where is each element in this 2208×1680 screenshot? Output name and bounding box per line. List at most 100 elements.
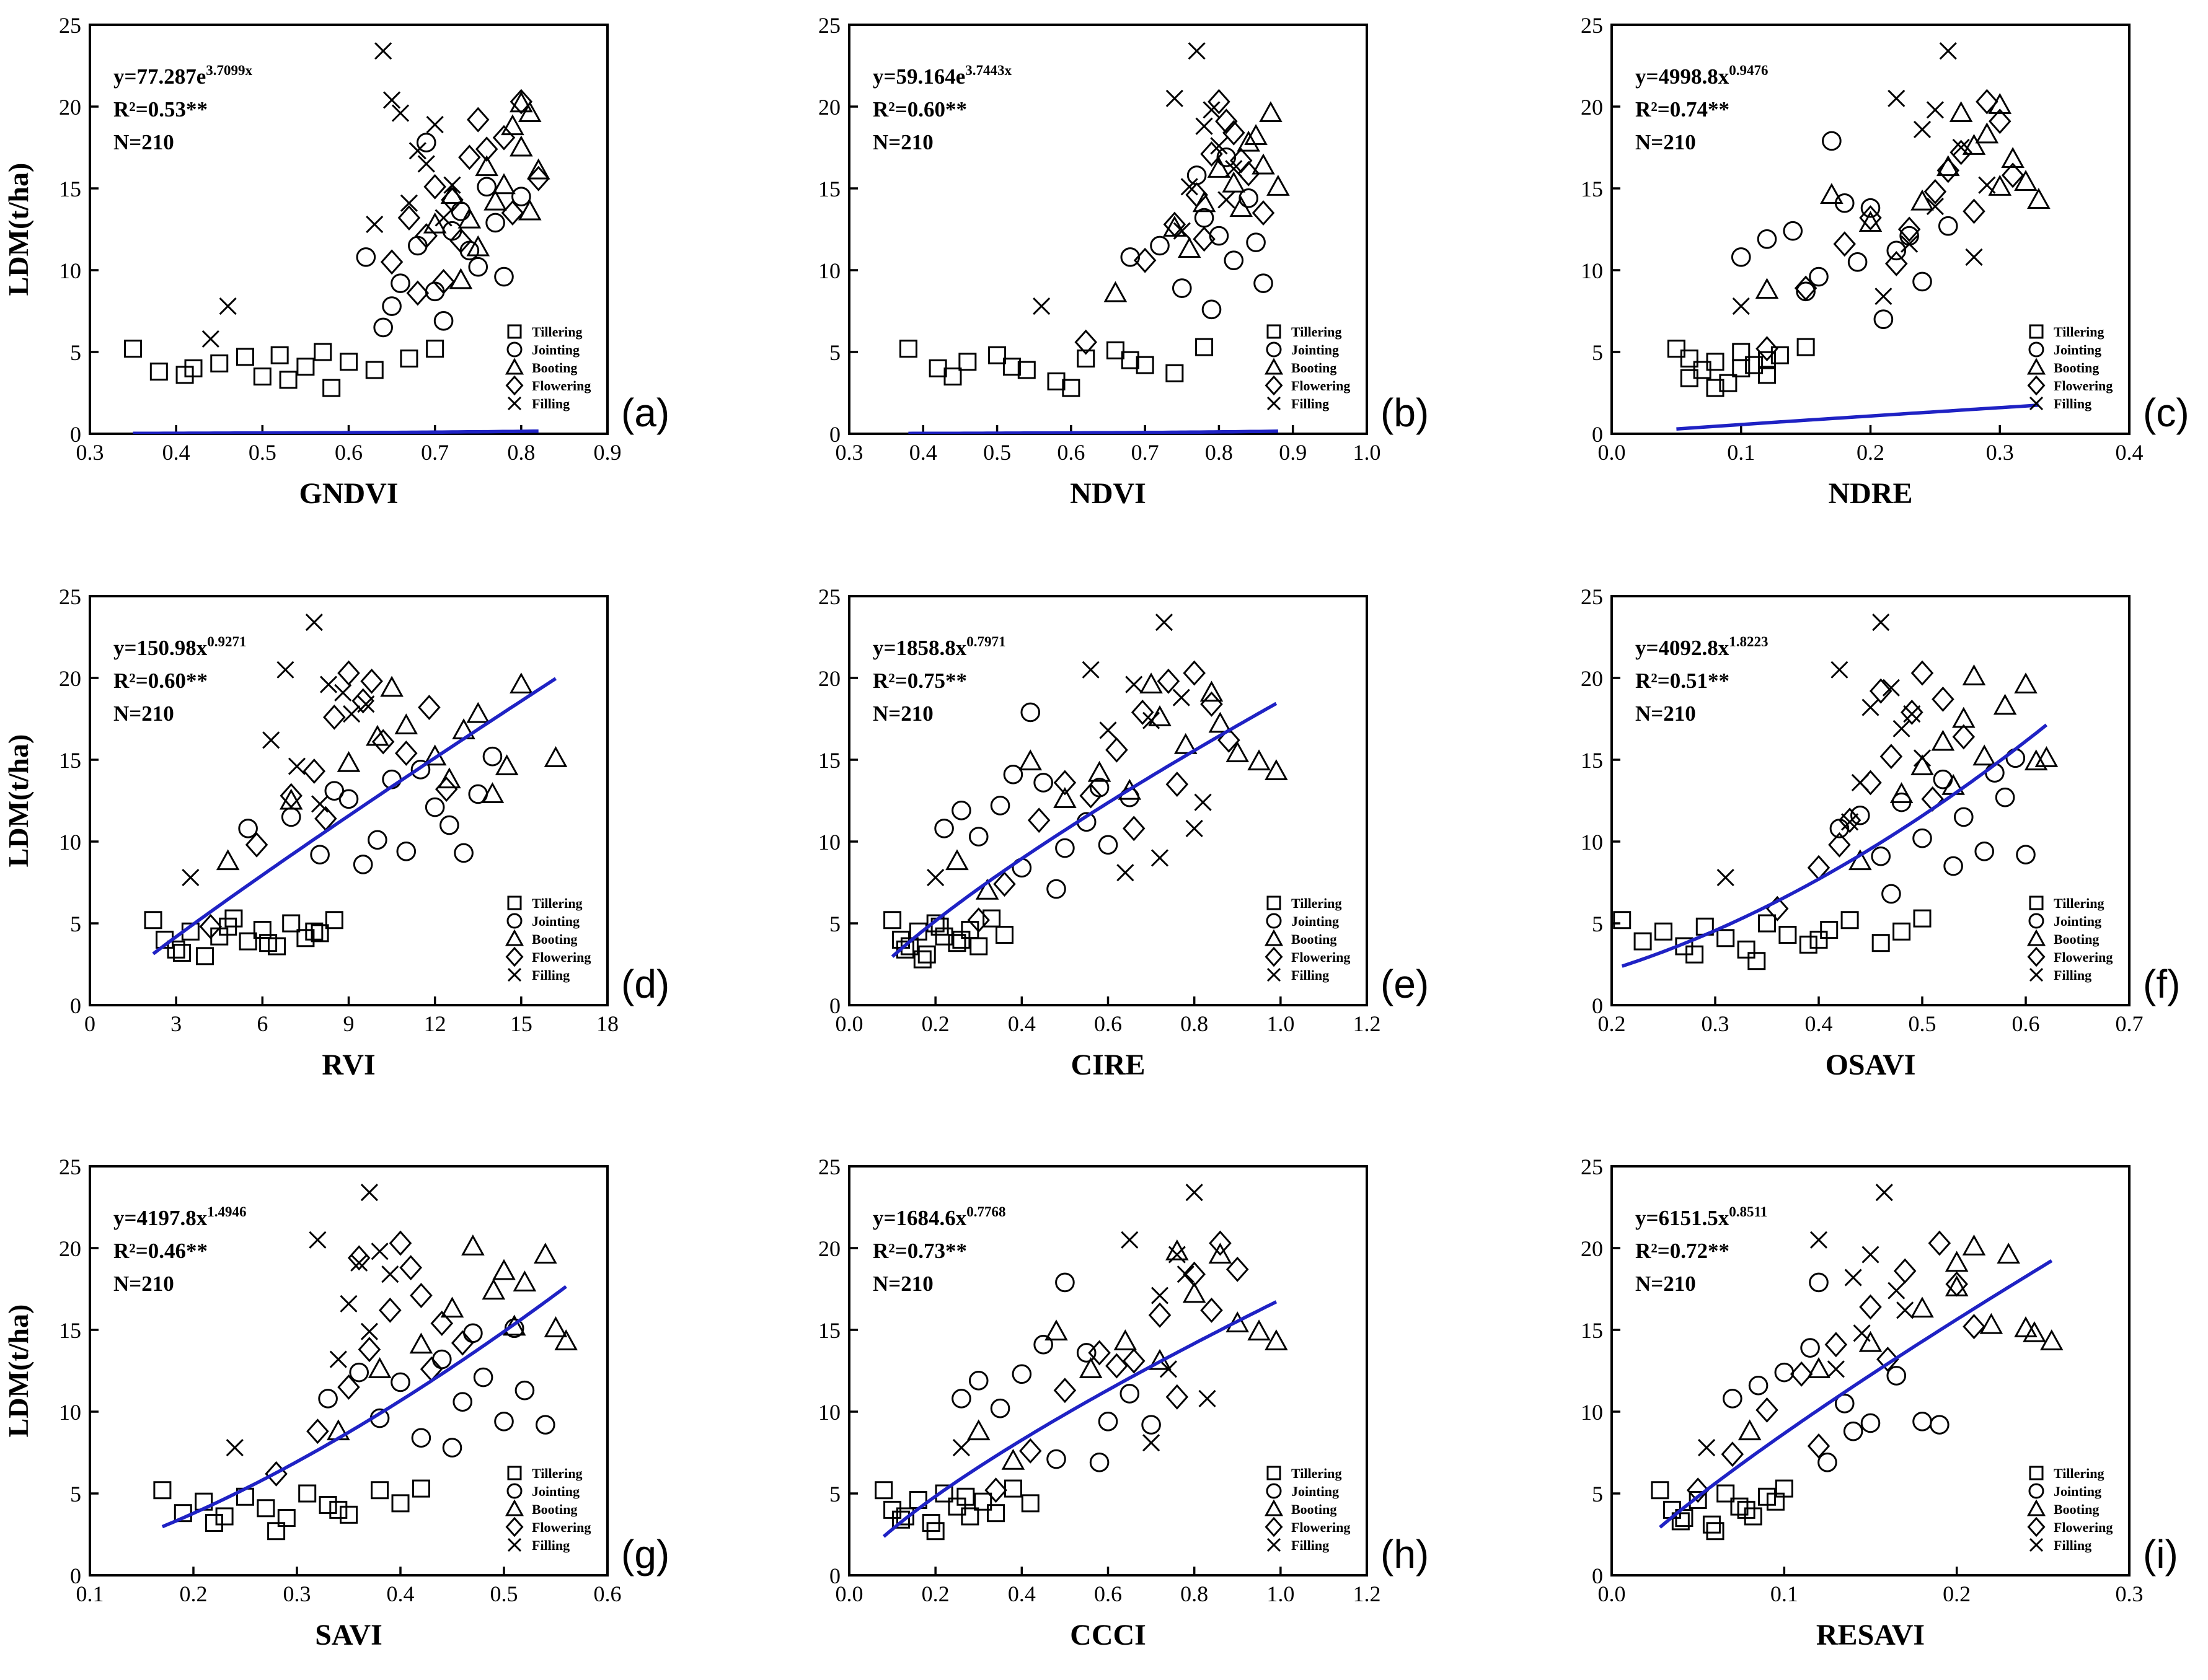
y-tick-label: 10 <box>818 830 841 855</box>
panel-e: 0.0 0.2 0.4 0.6 0.8 1.0 1.2 0 5 10 15 20 25 CIRE y=185… <box>818 584 1429 1081</box>
equation-exponent: 1.4946 <box>207 1204 246 1220</box>
data-point-filling <box>1185 1184 1203 1202</box>
data-point-tillering <box>296 358 315 376</box>
data-point-booting <box>1945 1251 1969 1272</box>
r-squared: R²=0.53** <box>113 97 208 121</box>
equation-base: y=4197.8x <box>113 1206 208 1230</box>
data-point-tillering <box>236 348 254 366</box>
data-point-tillering <box>172 944 191 962</box>
panel-f: 0.2 0.3 0.4 0.5 0.6 0.7 0 5 10 15 20 25 OSAVI y=4092.… <box>1581 584 2180 1081</box>
plot-frame <box>1610 595 2131 1006</box>
legend-marker-flowering <box>2027 1516 2046 1537</box>
legend-marker-jointing <box>1266 1483 1282 1499</box>
data-point-tillering <box>935 927 953 946</box>
data-point-booting <box>1910 189 1934 211</box>
data-point-flowering <box>1838 807 1861 833</box>
data-point-booting <box>544 1316 568 1337</box>
data-point-tillering <box>1654 922 1672 941</box>
data-point-filling <box>1099 721 1117 739</box>
data-point-jointing <box>451 201 471 221</box>
legend-marker-tillering <box>1266 324 1281 339</box>
y-tick-label: 25 <box>59 13 81 38</box>
data-point-filling <box>1827 1360 1845 1378</box>
data-point-filling <box>1180 178 1198 196</box>
x-tick-label: 0.3 <box>836 440 863 465</box>
data-point-jointing <box>1020 702 1041 723</box>
data-point-tillering <box>1840 911 1859 930</box>
data-point-flowering <box>337 1374 360 1400</box>
data-point-filling <box>1198 1389 1216 1407</box>
data-point-jointing <box>1881 884 1901 904</box>
data-point-flowering <box>371 729 395 755</box>
data-point-tillering <box>1633 932 1652 951</box>
data-point-jointing <box>990 1398 1010 1418</box>
y-tick-label: 15 <box>59 177 81 201</box>
panel-d: 0 3 6 9 12 15 18 0 5 10 15 20 25 RVI LDM(t/ha) y=150.98… <box>2 584 669 1081</box>
data-point-flowering <box>1053 770 1077 796</box>
data-point-flowering <box>1163 211 1186 237</box>
data-point-filling <box>350 1254 368 1272</box>
legend-marker-jointing <box>2028 1483 2044 1499</box>
data-point-tillering <box>1892 922 1911 941</box>
legend-label: Booting <box>1291 931 1336 947</box>
y-tick-label: 15 <box>1581 748 1603 773</box>
y-tick-label: 10 <box>59 830 81 855</box>
data-point-filling <box>1809 1231 1828 1249</box>
fit-equation: y=6151.5x0.8511 <box>1635 1204 1767 1230</box>
data-point-tillering <box>282 914 301 933</box>
data-point-tillering <box>1732 359 1751 377</box>
x-tick-label: 0.3 <box>2116 1581 2144 1606</box>
data-point-flowering <box>1079 783 1102 809</box>
data-point-jointing <box>1822 131 1842 151</box>
data-point-flowering <box>306 1418 329 1445</box>
data-point-jointing <box>1723 1389 1742 1409</box>
data-point-filling <box>1896 1301 1914 1319</box>
data-point-filling <box>1913 749 1932 767</box>
data-point-filling <box>1172 688 1190 706</box>
x-tick-label: 1.0 <box>1353 440 1381 465</box>
data-point-tillering <box>167 940 185 959</box>
data-point-booting <box>966 1419 991 1441</box>
legend-label: Booting <box>2054 1502 2099 1517</box>
y-tick-label: 15 <box>59 748 81 773</box>
y-tick-label: 5 <box>1592 1482 1603 1506</box>
data-point-jointing <box>368 830 387 850</box>
legend-label: Flowering <box>2054 378 2113 394</box>
panel-label: (i) <box>2143 1532 2178 1577</box>
data-point-booting <box>2014 170 2038 191</box>
data-point-jointing <box>310 845 330 864</box>
data-point-booting <box>1807 1357 1830 1378</box>
data-point-filling <box>400 194 418 212</box>
data-point-booting <box>2039 1329 2064 1350</box>
data-point-booting <box>1949 101 1973 123</box>
data-point-jointing <box>1098 835 1118 855</box>
x-tick-label: 0.0 <box>1598 440 1626 465</box>
data-point-flowering <box>1893 1258 1917 1284</box>
data-point-booting <box>1820 183 1844 205</box>
y-tick-label: 15 <box>59 1318 81 1343</box>
legend-marker-booting <box>505 929 524 946</box>
data-point-flowering <box>360 668 383 694</box>
data-point-flowering <box>527 165 550 191</box>
equation-base: y=77.287e <box>113 64 206 89</box>
data-point-jointing <box>1046 879 1066 899</box>
data-point-booting <box>1858 211 1883 232</box>
data-point-booting <box>2001 147 2025 168</box>
x-tick-label: 1.0 <box>1266 1581 1294 1606</box>
data-point-booting <box>2023 1321 2046 1342</box>
x-tick-label: 0.0 <box>836 1011 863 1036</box>
y-tick-label: 5 <box>829 340 841 365</box>
data-point-jointing <box>453 1392 473 1412</box>
legend-label: Flowering <box>532 378 591 394</box>
fit-line <box>1676 403 2039 431</box>
x-tick-label: 3 <box>170 1011 182 1036</box>
data-point-jointing <box>1033 773 1053 793</box>
data-point-jointing <box>391 273 410 293</box>
data-point-booting <box>534 1242 557 1264</box>
x-tick-label: 0.7 <box>1131 440 1159 465</box>
data-point-flowering <box>199 913 223 939</box>
legend: Tillering Jointing Booting Flowering Filling <box>505 1466 591 1553</box>
data-point-flowering <box>1833 231 1857 257</box>
data-point-filling <box>1872 614 1890 631</box>
data-point-flowering <box>1897 216 1921 242</box>
